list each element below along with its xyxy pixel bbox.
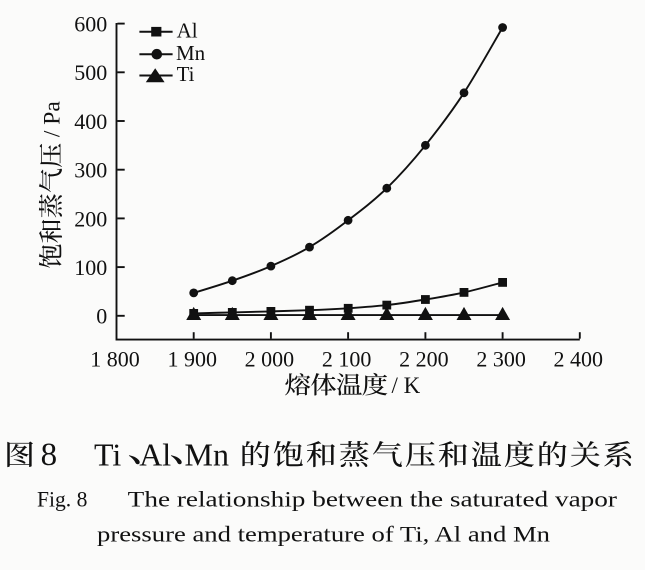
- svg-text:Mn: Mn: [185, 437, 229, 473]
- svg-text:100: 100: [74, 255, 107, 280]
- svg-text:2 100: 2 100: [322, 347, 372, 372]
- svg-text:600: 600: [74, 12, 107, 37]
- svg-text:pressure and temperature of Ti: pressure and temperature of Ti, Al and M…: [97, 521, 550, 546]
- svg-text:2 200: 2 200: [399, 347, 449, 372]
- svg-text:1 800: 1 800: [90, 347, 140, 372]
- svg-text:/ K: / K: [392, 373, 421, 398]
- svg-text:2 000: 2 000: [245, 347, 295, 372]
- svg-text:300: 300: [74, 158, 107, 183]
- svg-text:Fig. 8: Fig. 8: [37, 486, 87, 511]
- svg-text:400: 400: [74, 109, 107, 134]
- svg-text:1 900: 1 900: [167, 347, 217, 372]
- svg-text:8: 8: [41, 437, 58, 473]
- svg-text:200: 200: [74, 206, 107, 231]
- svg-text:2 400: 2 400: [554, 347, 604, 372]
- svg-text:The relationship between the s: The relationship between the saturated v…: [128, 486, 618, 511]
- svg-text:/ Pa: / Pa: [40, 101, 66, 137]
- svg-text:500: 500: [74, 60, 107, 85]
- svg-text:Al: Al: [177, 18, 198, 42]
- svg-text:Mn: Mn: [176, 41, 206, 65]
- svg-text:Ti: Ti: [94, 437, 121, 473]
- svg-text:Al: Al: [139, 437, 171, 473]
- svg-text:Ti: Ti: [177, 62, 195, 86]
- svg-text:0: 0: [96, 304, 107, 329]
- svg-text:2 300: 2 300: [476, 347, 526, 372]
